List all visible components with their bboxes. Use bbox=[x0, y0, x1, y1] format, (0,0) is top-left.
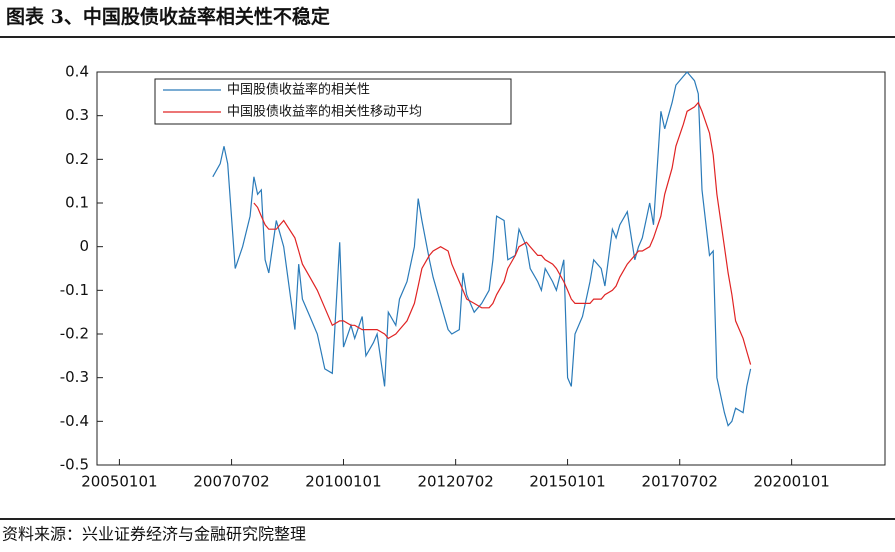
chart-title: 图表 3、中国股债收益率相关性不稳定 bbox=[6, 5, 330, 28]
x-tick-label: 20100101 bbox=[305, 473, 381, 491]
x-tick-label: 20050101 bbox=[81, 473, 157, 491]
x-tick-label: 20070702 bbox=[193, 473, 269, 491]
x-tick-label: 20170702 bbox=[642, 473, 718, 491]
y-tick-label: 0.3 bbox=[65, 106, 89, 124]
legend-box bbox=[154, 78, 512, 125]
source: 资料来源：兴业证券经济与金融研究院整理 bbox=[2, 525, 306, 544]
plot-frame bbox=[96, 71, 886, 466]
x-tick-label: 20200101 bbox=[753, 473, 829, 491]
y-tick-label: -0.4 bbox=[60, 412, 89, 430]
x-tick-label: 20150101 bbox=[529, 473, 605, 491]
series-line bbox=[212, 71, 752, 427]
y-tick-label: -0.5 bbox=[60, 456, 89, 474]
y-tick-label: 0.1 bbox=[65, 194, 89, 212]
series-line bbox=[253, 101, 752, 365]
y-tick-label: 0.4 bbox=[65, 63, 89, 81]
x-tick-label: 20120702 bbox=[417, 473, 493, 491]
legend-label: 中国股债收益率的相关性 bbox=[227, 82, 370, 98]
y-tick-label: 0.2 bbox=[65, 150, 89, 168]
y-tick-label: -0.3 bbox=[60, 368, 89, 386]
y-tick-label: -0.2 bbox=[60, 325, 89, 343]
y-tick-label: -0.1 bbox=[60, 281, 89, 299]
legend-label: 中国股债收益率的相关性移动平均 bbox=[227, 104, 422, 120]
y-tick-label: 0 bbox=[79, 237, 89, 255]
